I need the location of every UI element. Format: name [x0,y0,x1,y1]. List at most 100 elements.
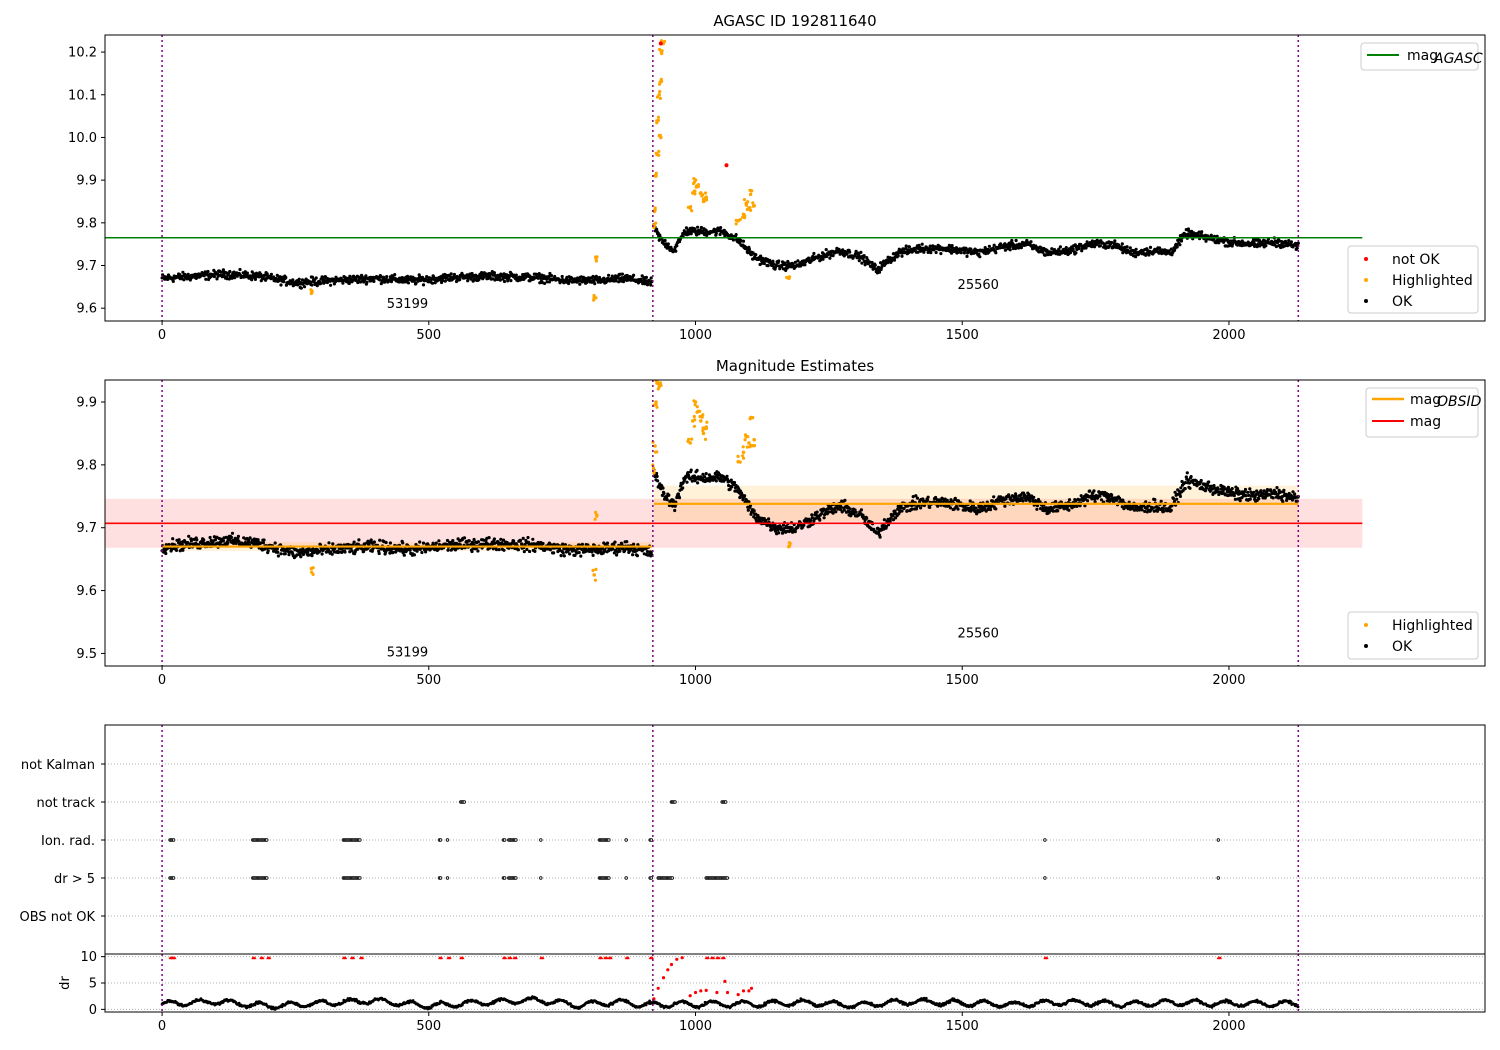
ok-point [236,534,240,538]
ok-point [934,495,938,500]
ok-point [520,542,524,546]
ok-point [371,547,375,551]
ok-point [266,549,270,553]
ok-point [860,261,864,265]
ok-point [1003,504,1007,508]
ok-point [1265,490,1269,494]
ok-point [369,538,373,542]
ok-point [430,281,435,285]
ok-point [959,251,963,255]
flag-marker [514,876,518,880]
ok-point [674,249,678,253]
ok-point [1175,497,1179,501]
highlighted-point [657,134,661,138]
ok-point [732,481,737,485]
ok-point [1128,246,1132,250]
ok-point [1212,484,1216,488]
ok-point [1010,238,1014,243]
ok-point [1029,240,1033,244]
ok-point [362,549,366,554]
ok-point [1200,230,1204,234]
legend-status [1347,245,1479,314]
ok-point [1247,493,1251,497]
ok-point [299,286,303,290]
ok-point [932,248,936,252]
highlighted-point [699,419,703,423]
highlighted-point [752,444,757,448]
ok-point [1264,244,1268,248]
ok-point [1120,242,1124,246]
ok-point [607,273,611,277]
ok-point [1071,247,1075,251]
ok-point [771,262,776,266]
ok-point [730,485,734,489]
ok-point [1079,494,1083,498]
ok-point [911,495,915,499]
ok-point [934,250,938,255]
ok-point [644,275,649,279]
ok-point [1050,247,1054,251]
ok-point [900,509,904,513]
ok-point [393,273,397,277]
ok-point [767,517,771,521]
ok-point [181,270,185,274]
legend-marker [1364,623,1368,627]
highlighted-point [749,192,753,196]
flag-category-label: OBS not OK [20,910,96,925]
highlighted-point [750,444,754,448]
ok-point [983,246,987,250]
ok-point [591,553,595,558]
ok-point [548,548,553,552]
ok-point [1252,490,1256,494]
ok-point [1153,498,1157,502]
flag-marker [1216,838,1220,842]
highlighted-point [310,289,314,293]
highlighted-point [785,275,789,280]
ok-point [384,540,388,545]
ok-point [568,279,572,283]
obsid-label: 25560 [958,278,999,293]
ok-point [261,541,265,545]
ok-point [655,471,659,476]
flag-marker [265,838,269,842]
ok-point [1032,495,1036,499]
ok-point [501,538,506,542]
highlighted-point [653,450,658,454]
ok-point [171,537,175,541]
ok-point [746,508,750,512]
ok-point [1134,247,1138,251]
highlighted-point [653,174,658,178]
highlighted-point [593,517,597,521]
highlighted-point [651,466,656,470]
ok-point [1080,249,1084,253]
ok-point [968,499,972,503]
ok-point [526,540,531,545]
highlighted-point [741,450,746,455]
ok-point [929,251,933,255]
highlighted-point [692,189,697,193]
flag-marker [607,876,611,880]
ok-point [247,540,251,544]
flag-marker [438,876,443,880]
ok-point [1188,486,1192,490]
ok-point [224,535,228,540]
ok-point [944,248,948,253]
ok-point [372,279,376,283]
x-tick-label: 1000 [679,673,712,688]
ok-point [284,275,288,280]
highlighted-point [652,471,656,475]
ok-point [1023,493,1027,497]
ok-point [620,272,625,276]
ok-point [506,279,510,283]
ok-point [936,504,940,508]
x-tick-label: 1500 [946,673,979,688]
highlighted-point [705,420,709,424]
ok-point [686,471,690,475]
ok-point [243,541,247,545]
ok-point [276,550,280,554]
highlighted-point [658,82,662,86]
ok-point [467,539,471,543]
ok-point [1110,493,1114,497]
legend-mag-agasc [1360,42,1479,71]
